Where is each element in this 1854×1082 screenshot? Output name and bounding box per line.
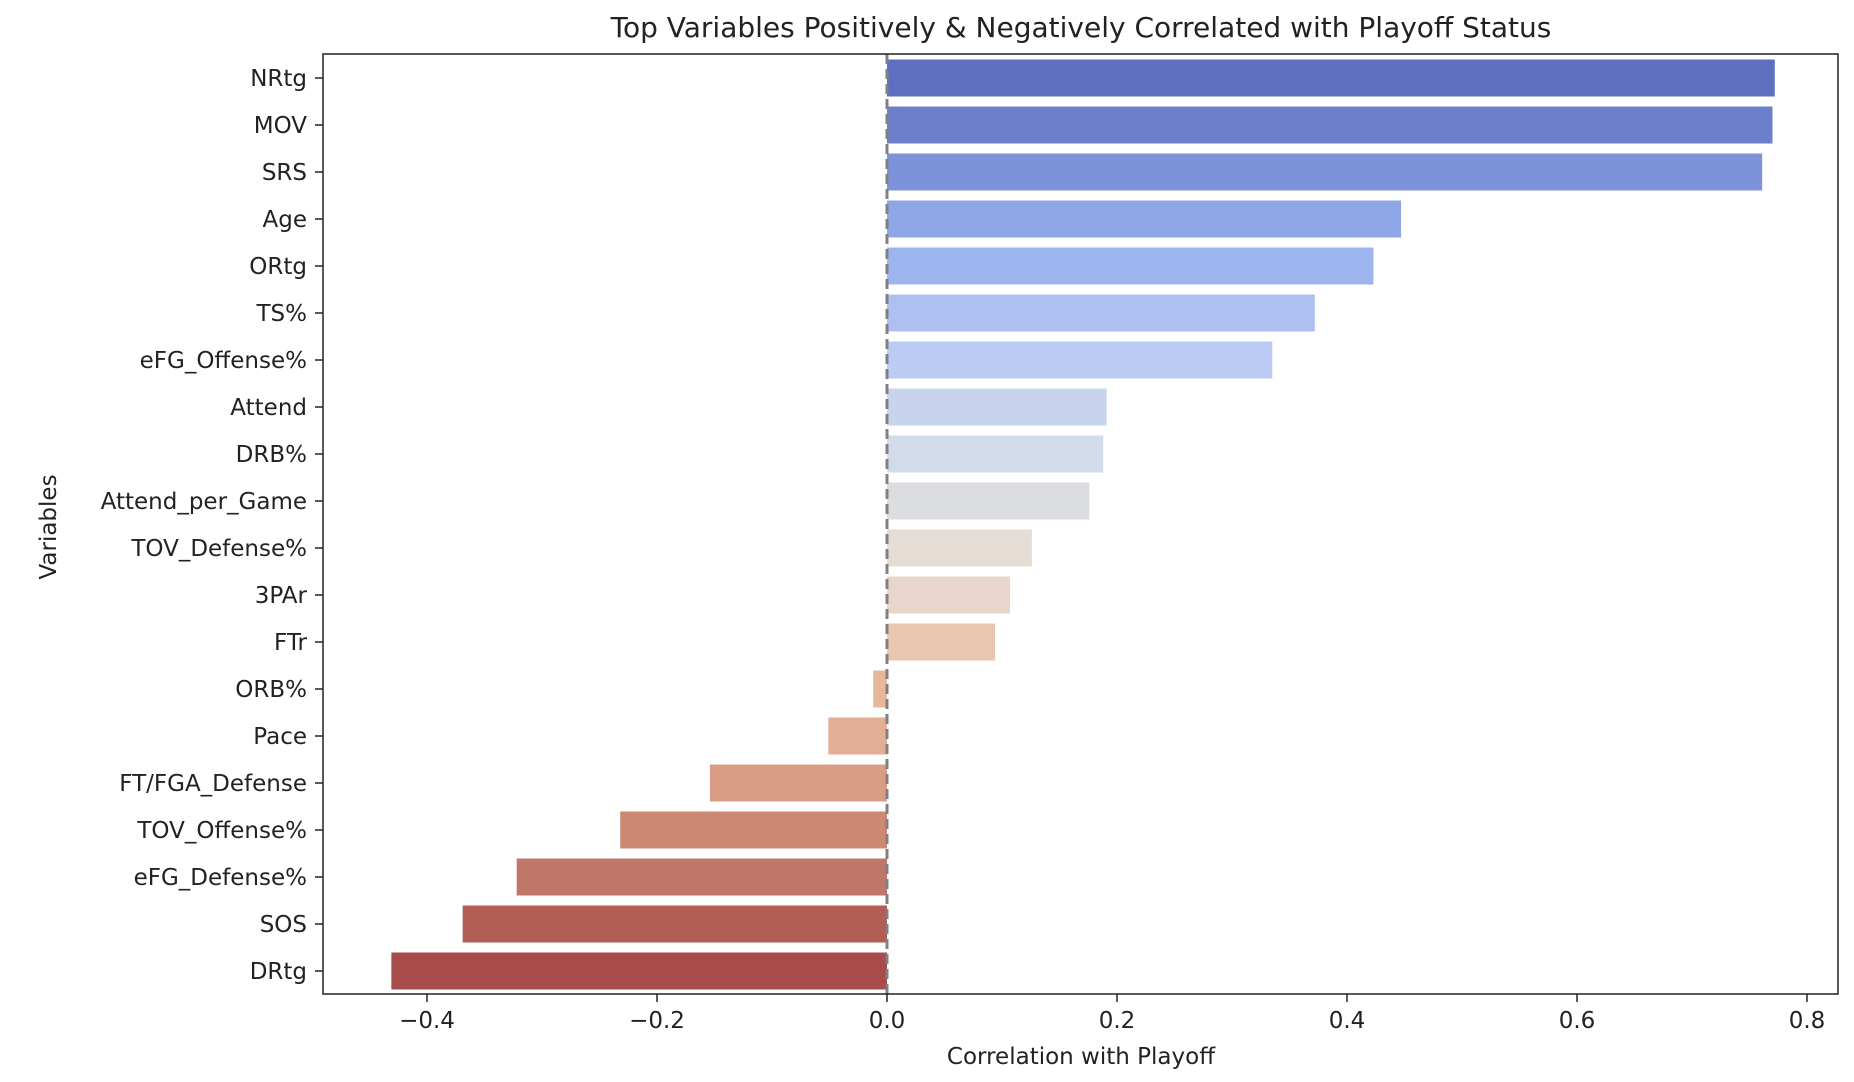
y-tick-label: NRtg (250, 66, 307, 92)
y-tick-label: ORtg (249, 254, 307, 280)
x-axis-title: Correlation with Playoff (947, 1044, 1216, 1070)
bar (887, 341, 1273, 379)
bar (887, 200, 1402, 238)
y-tick-label: FTr (274, 630, 307, 656)
axes (322, 53, 1839, 995)
y-tick-label: FT/FGA_Defense (119, 771, 307, 797)
bar (887, 106, 1773, 144)
bar (516, 858, 887, 896)
x-tick-label: −0.4 (399, 1008, 455, 1034)
plot-frame (322, 53, 1839, 995)
x-tick-label: 0.8 (1789, 1008, 1826, 1034)
bar (887, 153, 1763, 191)
x-tick-label: 0.2 (1099, 1008, 1136, 1034)
bar (873, 670, 887, 708)
y-tick-label: DRB% (236, 442, 307, 468)
bars-layer (391, 59, 1775, 990)
bar (887, 247, 1374, 285)
y-tick-label: 3PAr (255, 583, 308, 609)
bar (887, 388, 1107, 426)
y-tick-label: Age (263, 207, 307, 233)
y-tick-label: SRS (262, 160, 307, 186)
bar (887, 623, 996, 661)
y-tick-label: MOV (254, 113, 308, 139)
y-tick-label: eFG_Offense% (140, 348, 307, 374)
bar (391, 952, 887, 990)
chart-title: Top Variables Positively & Negatively Co… (610, 11, 1552, 44)
y-tick-label: Attend (230, 395, 307, 421)
y-tick-label: Pace (253, 724, 307, 750)
y-tick-label: eFG_Defense% (134, 865, 307, 891)
y-tick-label: SOS (260, 912, 307, 938)
y-tick-label: DRtg (250, 959, 307, 985)
x-tick-label: 0.0 (869, 1008, 906, 1034)
bar (887, 576, 1011, 614)
bar (709, 764, 887, 802)
bar (887, 529, 1032, 567)
bar (462, 905, 887, 943)
x-tick-label: −0.2 (629, 1008, 685, 1034)
bar (620, 811, 887, 849)
x-tick-label: 0.4 (1329, 1008, 1366, 1034)
y-tick-label: TS% (255, 301, 307, 327)
y-tick-label: Attend_per_Game (101, 489, 307, 515)
x-axis-ticks: −0.4 −0.2 0.0 0.2 0.4 0.6 0.8 (399, 994, 1825, 1034)
bar (828, 717, 887, 755)
y-tick-label: TOV_Defense% (130, 536, 307, 562)
bar (887, 59, 1775, 97)
bar (887, 294, 1315, 332)
x-tick-label: 0.6 (1559, 1008, 1596, 1034)
y-tick-label: ORB% (235, 677, 307, 703)
y-tick-label: TOV_Offense% (136, 818, 307, 844)
bar (887, 435, 1104, 473)
y-axis-title: Variables (36, 474, 62, 579)
y-axis-ticks: NRtg MOV SRS Age ORtg TS% eFG_Offense% Attend DR… (101, 66, 323, 985)
bar (887, 482, 1090, 520)
